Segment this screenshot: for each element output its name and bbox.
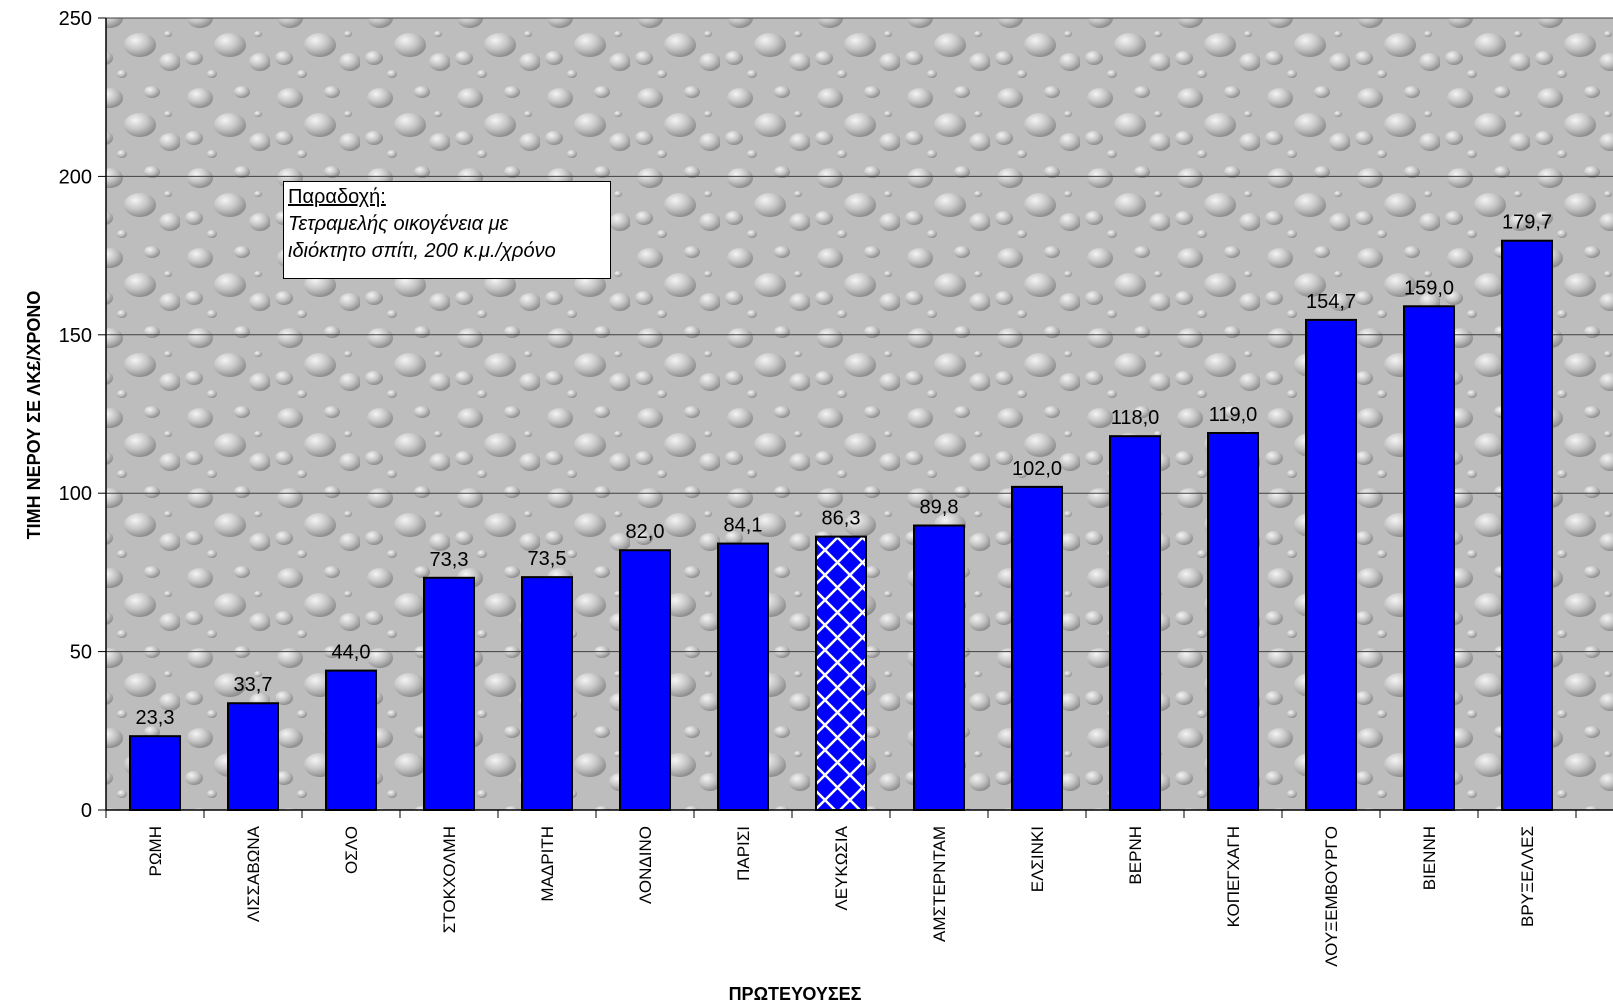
data-label: 86,3 bbox=[822, 508, 861, 530]
bar bbox=[325, 669, 377, 811]
bar bbox=[521, 576, 573, 811]
category-label: ΛΙΣΣΑΒΩΝΑ bbox=[244, 825, 263, 922]
data-label: 102,0 bbox=[1012, 458, 1062, 480]
bar bbox=[1403, 305, 1455, 811]
bar bbox=[1501, 239, 1553, 812]
bar bbox=[913, 524, 965, 811]
bar-highlighted bbox=[815, 535, 867, 812]
category-label: ΡΩΜΗ bbox=[146, 826, 165, 877]
data-label: 44,0 bbox=[332, 642, 371, 664]
category-label: ΒΡΥΞΕΛΛΕΣ bbox=[1518, 826, 1537, 927]
note-heading: Παραδοχή: bbox=[288, 186, 386, 208]
assumption-note: Παραδοχή: Τετραμελής οικογένεια με ιδιόκ… bbox=[283, 181, 611, 279]
data-label: 179,7 bbox=[1502, 212, 1552, 234]
bar bbox=[129, 735, 181, 812]
bar bbox=[1207, 432, 1259, 811]
bar bbox=[619, 549, 671, 811]
note-line-2: ιδιόκτητο σπίτι, 200 κ.μ./χρόνο bbox=[288, 240, 556, 262]
category-label: ΛΕΥΚΩΣΙΑ bbox=[832, 825, 851, 910]
bar bbox=[227, 702, 279, 811]
bar bbox=[423, 576, 475, 811]
y-tick-label: 250 bbox=[59, 8, 92, 30]
category-label: ΒΙΕΝΝΗ bbox=[1420, 826, 1439, 890]
y-tick-label: 200 bbox=[59, 166, 92, 188]
bar bbox=[1109, 435, 1161, 811]
y-tick-label: 100 bbox=[59, 483, 92, 505]
category-label: ΒΕΡΝΗ bbox=[1126, 826, 1145, 885]
category-label: ΕΛΣΙΝΚΙ bbox=[1028, 826, 1047, 892]
data-label: 154,7 bbox=[1306, 291, 1356, 313]
data-label: 33,7 bbox=[234, 674, 273, 696]
y-tick-label: 0 bbox=[81, 800, 92, 822]
data-label: 23,3 bbox=[136, 707, 175, 729]
category-label: ΜΑΔΡΙΤΗ bbox=[538, 826, 557, 902]
data-label: 73,3 bbox=[430, 549, 469, 571]
y-tick-label: 150 bbox=[59, 325, 92, 347]
y-tick-label: 50 bbox=[70, 642, 92, 664]
data-label: 84,1 bbox=[724, 515, 763, 537]
category-label: ΛΟΥΞΕΜΒΟΥΡΓΟ bbox=[1322, 826, 1341, 967]
bar bbox=[717, 542, 769, 812]
x-axis-title: ΠΡΩΤΕΥΟΥΣΕΣ bbox=[729, 984, 862, 1004]
data-label: 159,0 bbox=[1404, 277, 1454, 299]
bar bbox=[1305, 318, 1357, 811]
note-line-1: Τετραμελής οικογένεια με bbox=[288, 213, 509, 235]
data-label: 82,0 bbox=[626, 521, 665, 543]
data-label: 73,5 bbox=[528, 548, 567, 570]
bar bbox=[1011, 485, 1063, 811]
category-label: ΑΜΣΤΕΡΝΤΑΜ bbox=[930, 826, 949, 942]
category-label: ΟΣΛΟ bbox=[342, 826, 361, 874]
category-label: ΚΟΠΕΓΧΑΓΗ bbox=[1224, 826, 1243, 927]
data-label: 89,8 bbox=[920, 497, 959, 519]
data-label: 118,0 bbox=[1111, 407, 1160, 429]
y-axis-title: ΤΙΜΗ ΝΕΡΟΥ ΣΕ ΛΚ£/ΧΡΟΝΟ bbox=[24, 291, 44, 540]
category-label: ΣΤΟΚΧΟΛΜΗ bbox=[440, 826, 459, 933]
data-label: 119,0 bbox=[1209, 404, 1258, 426]
category-label: ΠΑΡΙΣΙ bbox=[734, 826, 753, 881]
category-label: ΛΟΝΔΙΝΟ bbox=[636, 826, 655, 904]
